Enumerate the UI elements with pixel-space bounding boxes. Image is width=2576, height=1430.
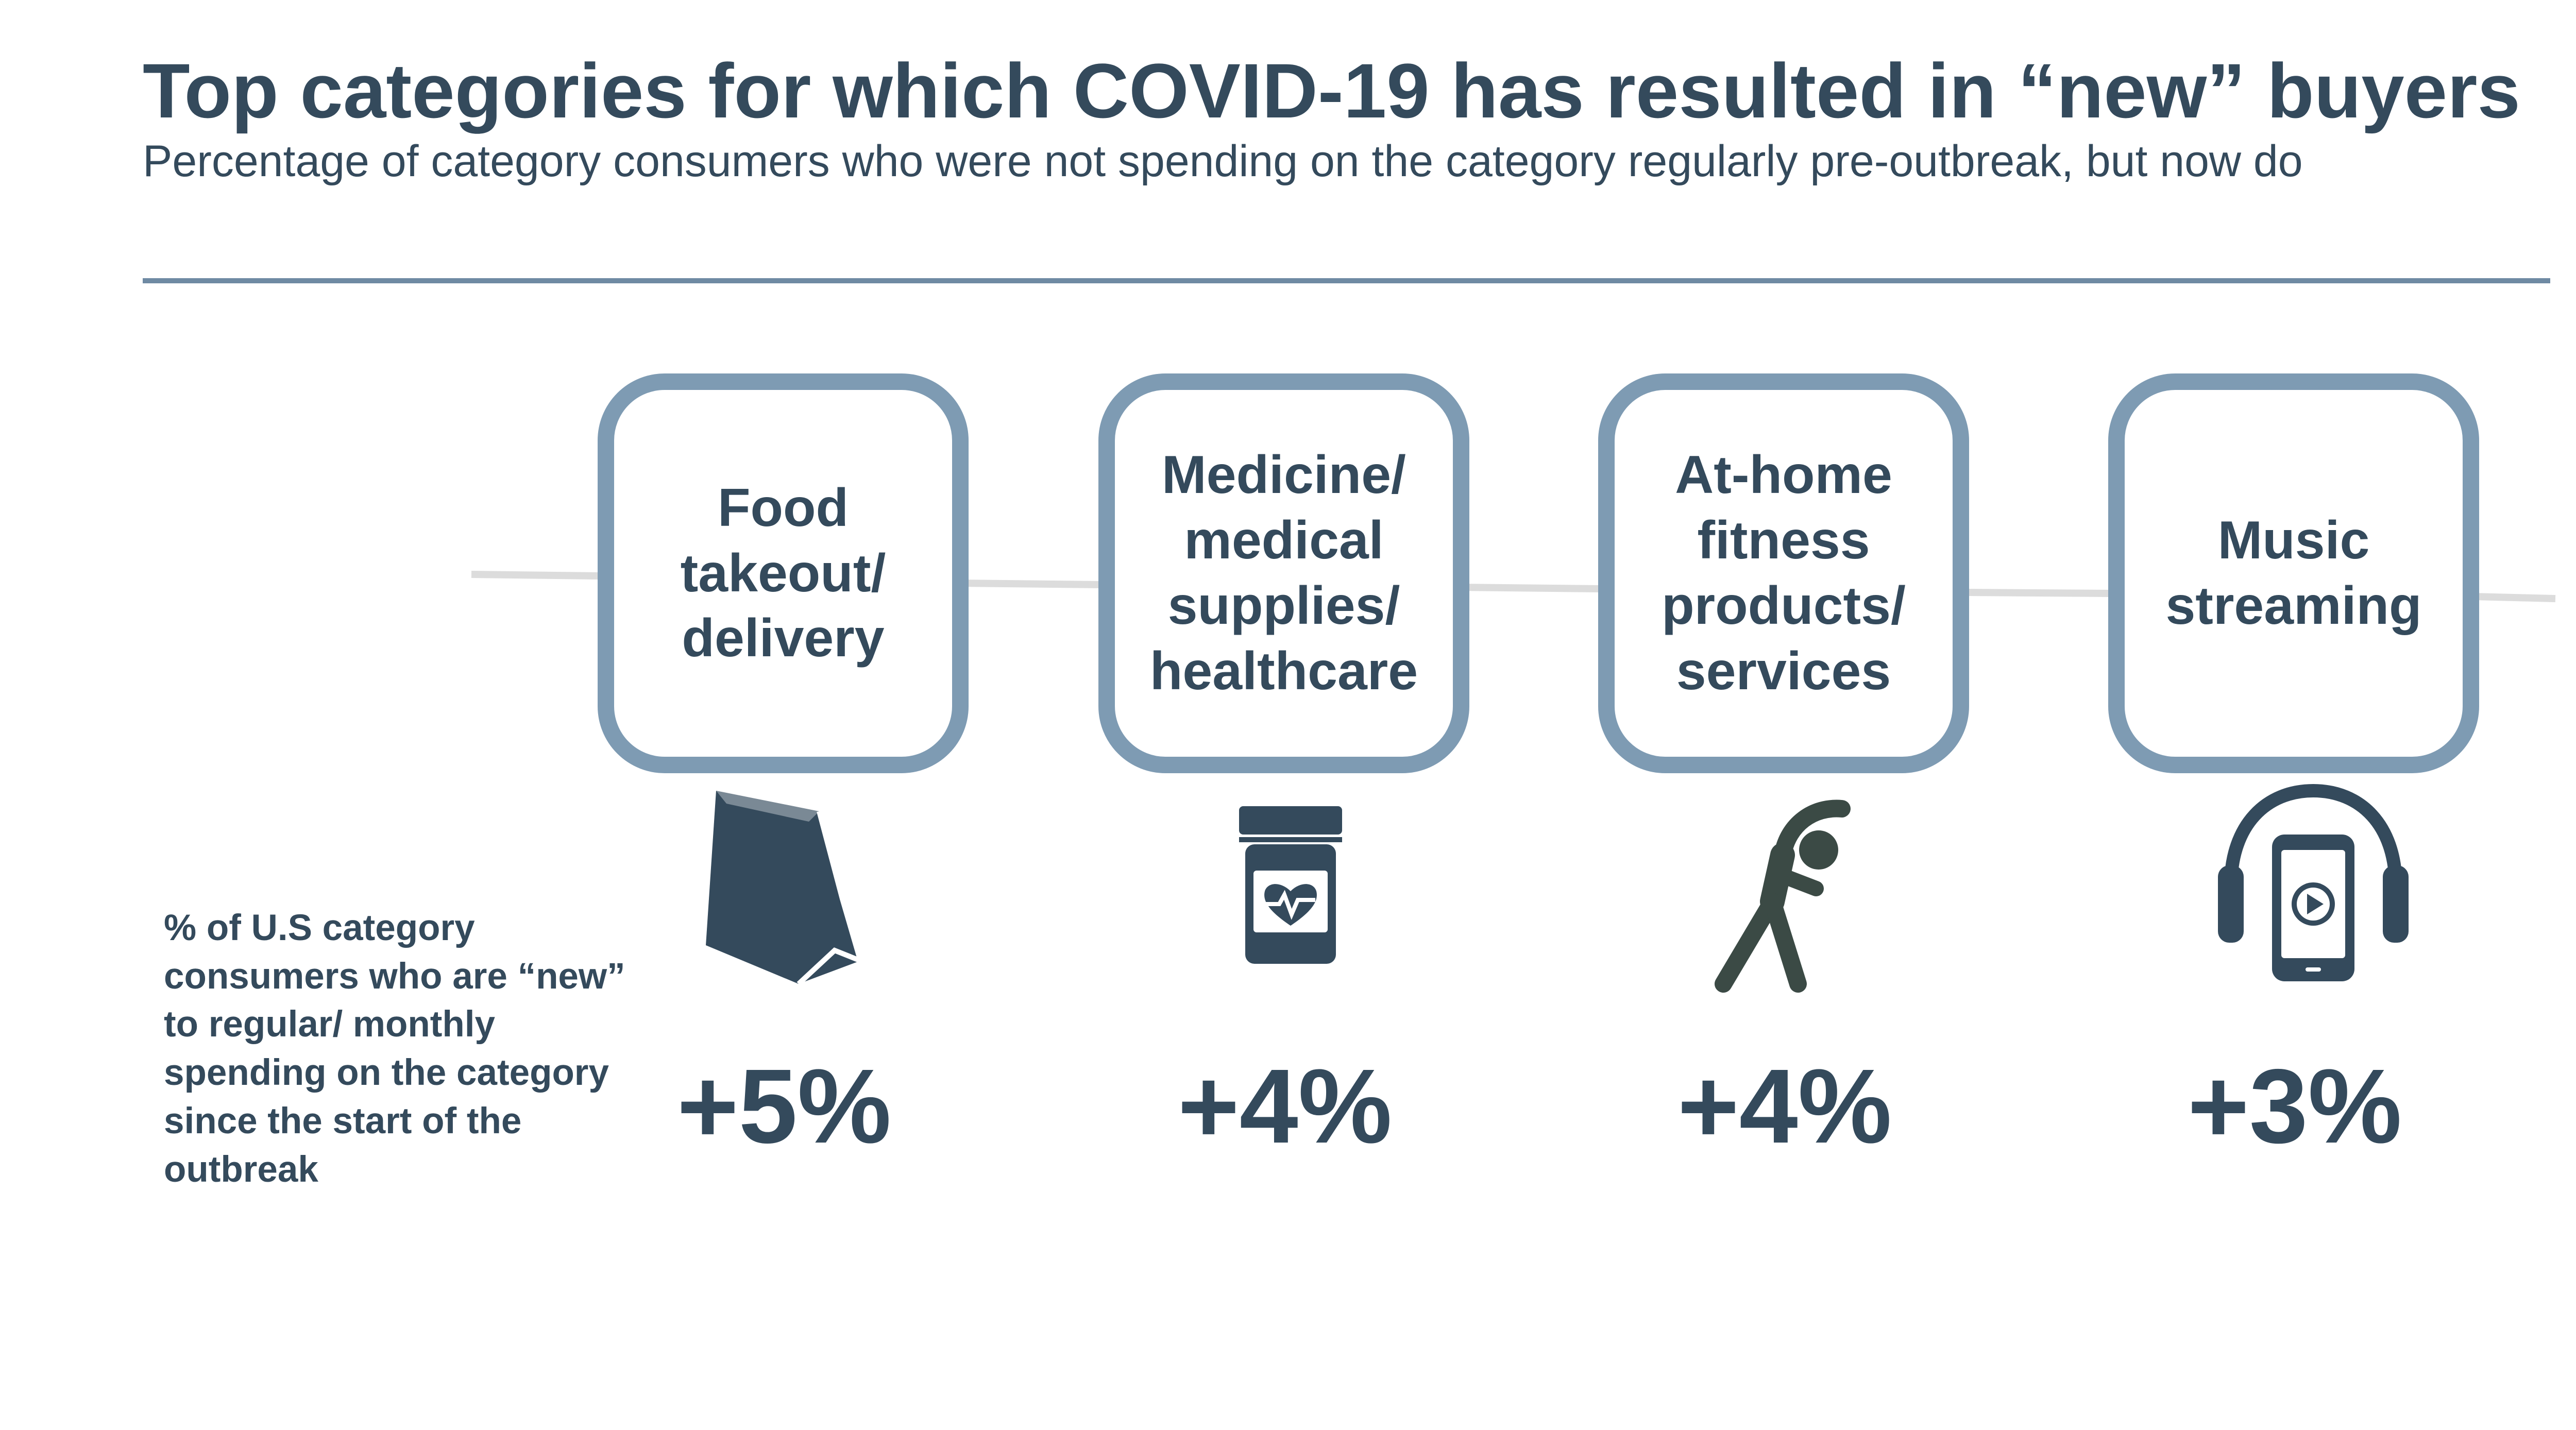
category-value-food: +5% bbox=[676, 1047, 891, 1165]
category-card-fitness: At-home fitness products/ services bbox=[1598, 373, 1969, 773]
stretching-person-icon bbox=[1715, 799, 1851, 993]
category-value-music: +3% bbox=[2187, 1047, 2402, 1165]
category-card-food: Food takeout/ delivery bbox=[598, 373, 969, 773]
page-subtitle: Percentage of category consumers who wer… bbox=[143, 137, 2303, 186]
category-label: Food takeout/ delivery bbox=[680, 478, 886, 669]
category-value-medicine: +4% bbox=[1177, 1047, 1392, 1165]
phone-headphones-icon bbox=[2218, 784, 2409, 981]
category-label: Music streaming bbox=[2165, 510, 2422, 636]
category-value-fitness: +4% bbox=[1677, 1047, 1892, 1165]
takeout-bag-icon bbox=[706, 791, 863, 986]
metric-description: % of U.S category consumers who are “new… bbox=[164, 908, 625, 1190]
header-divider bbox=[143, 278, 2550, 283]
category-card-music: Music streaming bbox=[2108, 373, 2479, 773]
category-label: Medicine/ medical supplies/ healthcare bbox=[1149, 445, 1418, 701]
page-title: Top categories for which COVID-19 has re… bbox=[143, 47, 2520, 134]
category-label: At-home fitness products/ services bbox=[1662, 445, 1906, 701]
category-card-medicine: Medicine/ medical supplies/ healthcare bbox=[1098, 373, 1469, 773]
pill-bottle-icon bbox=[1239, 806, 1342, 964]
